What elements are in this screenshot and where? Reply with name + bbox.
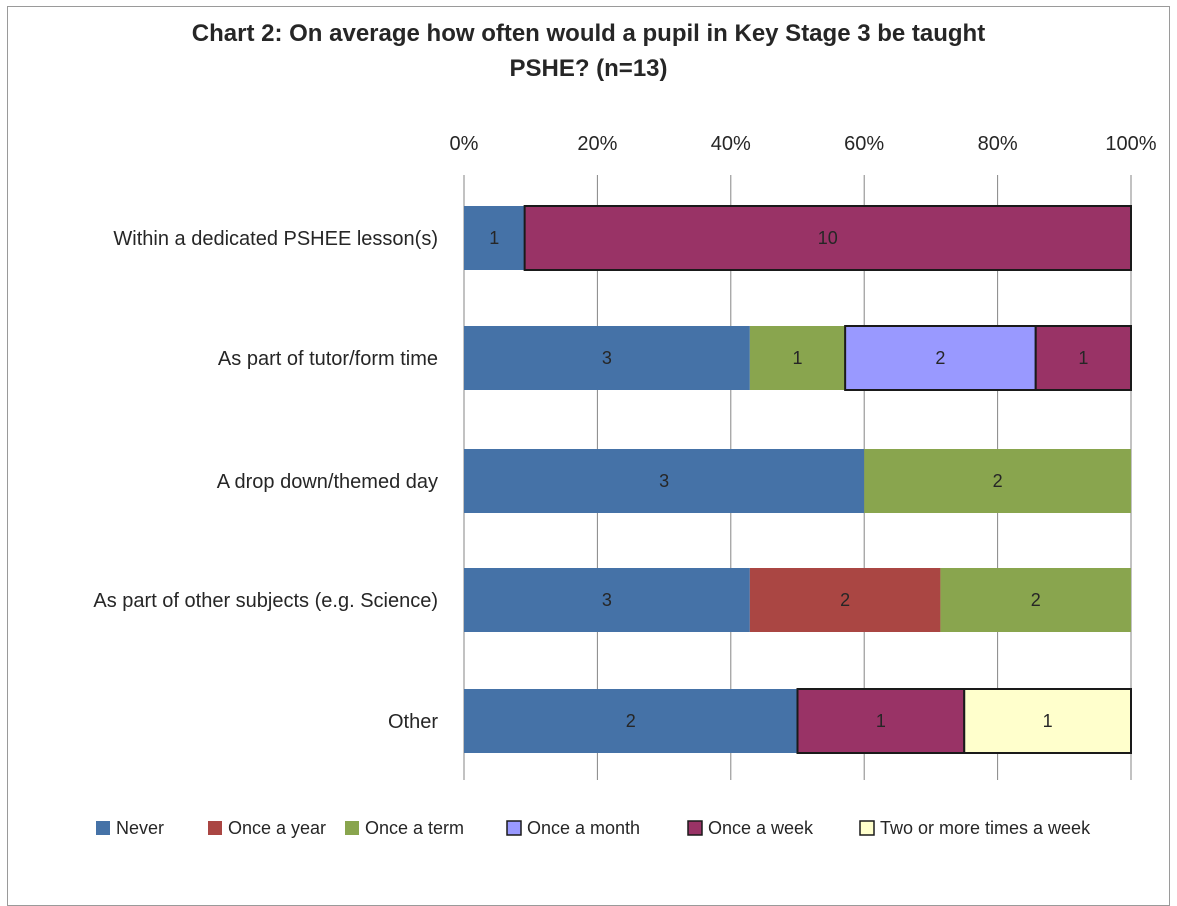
data-label: 2 (1031, 590, 1041, 610)
bar-segment (464, 568, 750, 632)
data-label: 1 (1043, 711, 1053, 731)
bar-segment (963, 688, 1132, 754)
data-label: 1 (1078, 348, 1088, 368)
category-label: As part of tutor/form time (218, 348, 438, 370)
legend-swatch (687, 820, 703, 836)
bars-layer: 1 10 3 1 2 1 3 2 3 2 2 2 1 1 (464, 205, 1132, 754)
bar-segment (796, 688, 966, 754)
chart-title-line-2: PSHE? (n=13) (509, 55, 668, 82)
data-label: 1 (876, 711, 886, 731)
data-label: 2 (840, 590, 850, 610)
chart-title-line-1: Chart 2: On average how often would a pu… (191, 20, 986, 47)
data-label: 10 (818, 228, 838, 248)
legend-label: Never (116, 818, 164, 838)
legend-swatch (208, 821, 222, 835)
bar-segment (464, 449, 865, 513)
bar-segment (464, 206, 525, 270)
legend-label: Once a week (708, 818, 814, 838)
bar-segment (1034, 325, 1132, 391)
bar-segment (940, 568, 1131, 632)
y-axis-categories: Within a dedicated PSHEE lesson(s) As par… (93, 228, 438, 733)
bar-segment (523, 205, 1132, 271)
category-label: As part of other subjects (e.g. Science) (93, 590, 438, 612)
x-tick-label: 80% (978, 133, 1018, 155)
bar-segment (749, 568, 941, 632)
data-label: 1 (792, 348, 802, 368)
bar-segment (464, 326, 750, 390)
x-tick-label: 100% (1105, 133, 1156, 155)
legend-label: Two or more times a week (880, 818, 1091, 838)
legend-label: Once a year (228, 818, 326, 838)
legend-swatch (345, 821, 359, 835)
data-label: 1 (489, 228, 499, 248)
legend: Never Once a year Once a term Once a month O… (96, 818, 1091, 838)
data-label: 2 (993, 471, 1003, 491)
legend-swatch (859, 820, 875, 836)
data-label: 2 (935, 348, 945, 368)
bar-segment (864, 449, 1131, 513)
data-label: 3 (659, 471, 669, 491)
data-label: 3 (602, 590, 612, 610)
x-axis-ticks: 0% 20% 40% 60% 80% 100% (450, 133, 1157, 155)
chart-title: Chart 2: On average how often would a pu… (0, 16, 1177, 86)
legend-label: Once a term (365, 818, 464, 838)
bar-segment (749, 326, 846, 390)
x-tick-label: 60% (844, 133, 884, 155)
legend-label: Once a month (527, 818, 640, 838)
x-tick-label: 0% (450, 133, 479, 155)
bar-segment (464, 689, 798, 753)
x-tick-label: 20% (577, 133, 617, 155)
legend-swatch (96, 821, 110, 835)
category-label: Within a dedicated PSHEE lesson(s) (113, 228, 438, 250)
category-label: Other (388, 711, 438, 733)
category-label: A drop down/themed day (217, 471, 438, 493)
x-tick-label: 40% (711, 133, 751, 155)
data-label: 2 (626, 711, 636, 731)
legend-swatch (506, 820, 522, 836)
data-label: 3 (602, 348, 612, 368)
